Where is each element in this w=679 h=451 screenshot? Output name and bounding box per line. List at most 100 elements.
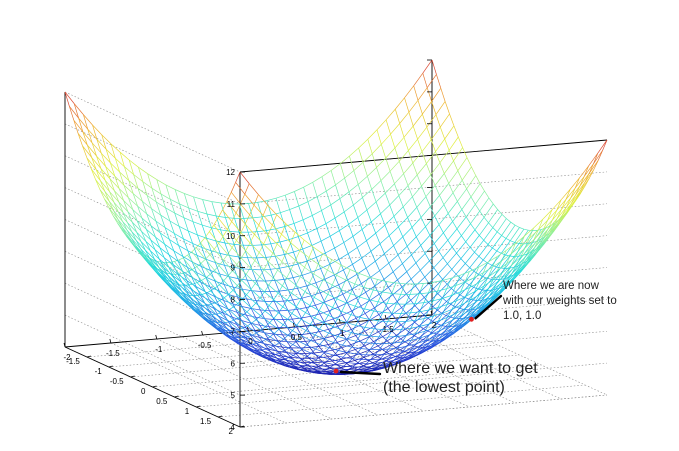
mesh-line: [341, 332, 347, 340]
mesh-line: [200, 282, 206, 292]
mesh-line: [91, 157, 102, 169]
mesh-line: [351, 329, 356, 336]
mesh-line: [413, 328, 424, 336]
mesh-line: [259, 297, 270, 306]
mesh-line: [196, 282, 207, 294]
mesh-line: [424, 315, 434, 319]
mesh-line: [218, 315, 228, 321]
mesh-line: [428, 293, 439, 303]
x-tick-label: 1.5: [383, 325, 395, 334]
mesh-line: [287, 313, 293, 320]
mesh-line: [483, 288, 489, 297]
mesh-line: [228, 276, 234, 288]
mesh-line: [238, 231, 244, 246]
mesh-line: [174, 189, 185, 194]
mesh-line: [154, 249, 165, 258]
mesh-line: [388, 347, 398, 350]
mesh-line: [442, 295, 452, 299]
mesh-line: [283, 335, 289, 340]
mesh-line: [249, 342, 255, 349]
mesh-line: [470, 196, 476, 205]
mesh-line: [410, 320, 416, 329]
mesh-line: [430, 139, 436, 152]
mesh-line: [230, 338, 241, 346]
mesh-line: [73, 120, 79, 134]
mesh-line: [415, 318, 425, 321]
mesh-line: [283, 338, 293, 345]
mesh-line: [376, 129, 382, 145]
mesh-line: [292, 330, 302, 337]
mesh-line: [473, 286, 479, 290]
mesh-line: [119, 151, 130, 161]
mesh-line: [178, 245, 188, 252]
mesh-line: [356, 292, 366, 299]
mesh-line: [251, 322, 262, 331]
mesh-line: [506, 256, 516, 265]
mesh-line: [287, 327, 293, 336]
mesh-line: [229, 321, 239, 330]
grid-line: [239, 394, 608, 428]
mesh-line: [165, 207, 175, 214]
mesh-line: [267, 204, 277, 215]
mesh-line: [328, 341, 338, 345]
mesh-line: [289, 205, 299, 210]
mesh-line: [437, 298, 443, 308]
mesh-line: [290, 232, 296, 243]
mesh-line: [520, 255, 531, 266]
mesh-line: [328, 310, 334, 320]
mesh-line: [64, 91, 75, 104]
mesh-line: [320, 288, 330, 294]
mesh-line: [104, 191, 115, 203]
mesh-line: [296, 306, 306, 313]
mesh-line: [529, 245, 540, 256]
mesh-line: [430, 162, 441, 176]
mesh-line: [108, 200, 119, 213]
mesh-line: [395, 341, 406, 348]
mesh-line: [201, 292, 207, 295]
mesh-line: [275, 228, 281, 243]
mesh-line: [264, 291, 274, 300]
mesh-line: [368, 310, 375, 320]
mesh-line: [356, 274, 362, 284]
mesh-line: [235, 171, 241, 183]
mesh-line: [406, 236, 417, 247]
mesh-line: [561, 197, 571, 210]
mesh-line: [188, 207, 194, 222]
mesh-line: [276, 357, 287, 361]
mesh-line: [122, 212, 128, 223]
mesh-line: [227, 270, 233, 277]
mesh-line: [560, 188, 571, 201]
mesh-line: [311, 268, 321, 273]
mesh-line: [401, 287, 407, 295]
mesh-line: [454, 309, 465, 319]
mesh-line: [121, 229, 132, 242]
mesh-line: [206, 304, 217, 315]
mesh-line: [422, 332, 433, 340]
mesh-line: [488, 222, 494, 228]
mesh-line: [100, 180, 106, 192]
mesh-line: [307, 201, 313, 216]
mesh-line: [322, 279, 333, 286]
mesh-line: [392, 328, 402, 331]
mesh-line: [273, 319, 279, 328]
mesh-line: [246, 294, 256, 304]
mesh-line: [474, 294, 480, 303]
mesh-line: [226, 201, 237, 214]
grid-line: [64, 251, 241, 332]
mesh-line: [510, 246, 521, 255]
mesh-line: [339, 163, 345, 179]
mesh-line: [318, 346, 324, 353]
mesh-line: [165, 262, 176, 275]
mesh-line: [382, 336, 388, 342]
mesh-line: [183, 271, 189, 274]
mesh-line: [229, 230, 239, 233]
mesh-line: [395, 351, 405, 357]
mesh-line: [345, 302, 356, 307]
z-tick-label: 10: [226, 232, 235, 241]
mesh-line: [250, 308, 256, 318]
mesh-line: [509, 266, 514, 269]
mesh-line: [511, 269, 522, 280]
mesh-line: [254, 347, 264, 352]
mesh-line: [357, 175, 368, 185]
mesh-line: [398, 359, 409, 364]
